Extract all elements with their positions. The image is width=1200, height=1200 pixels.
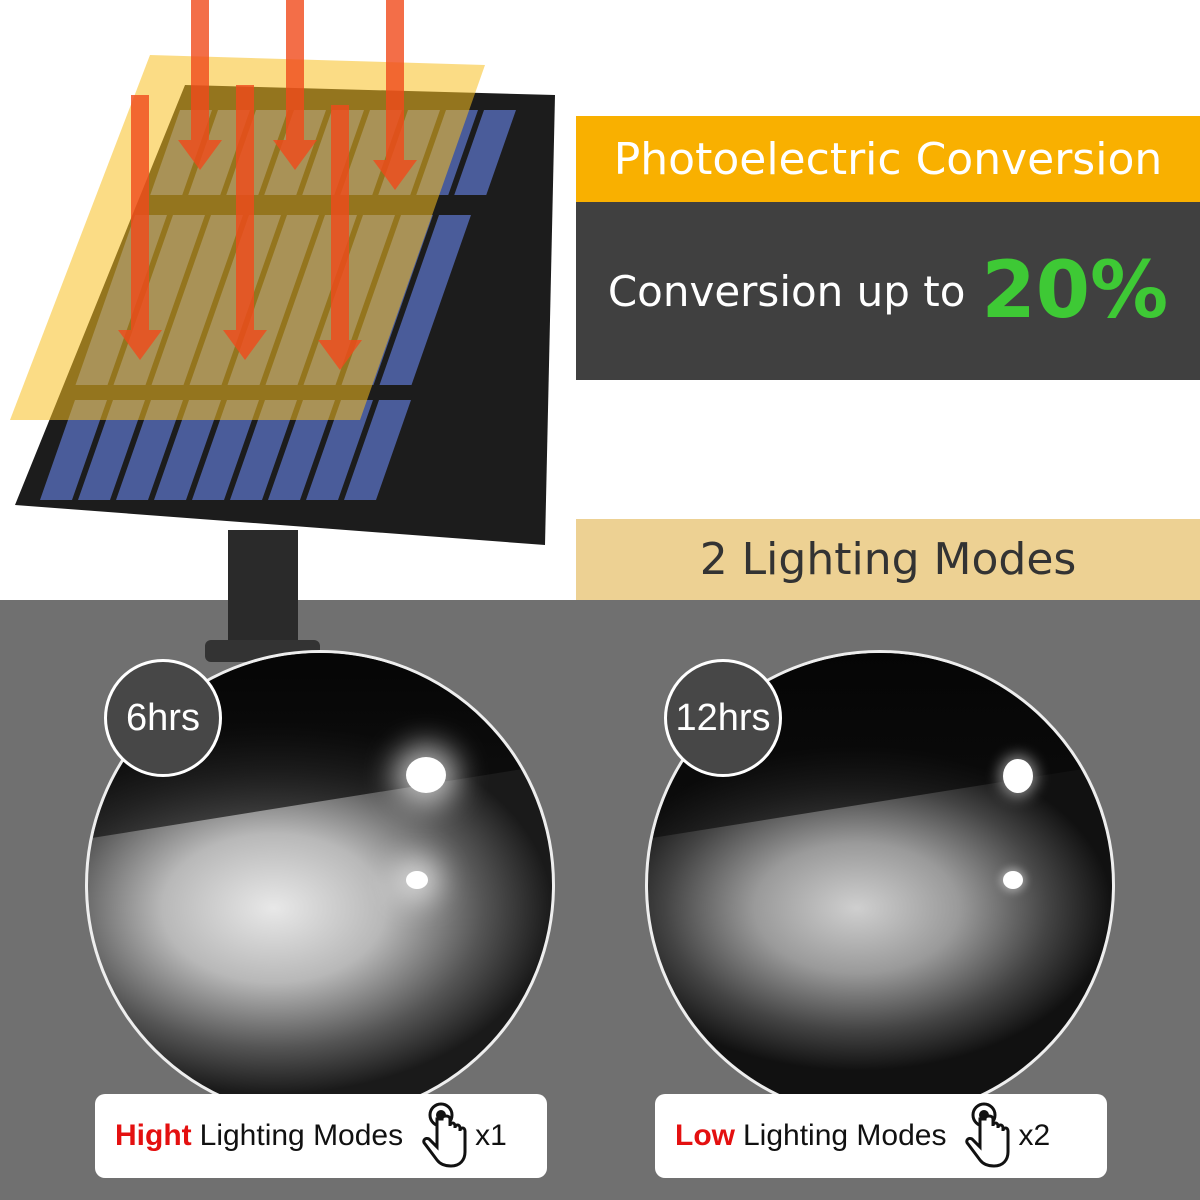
solar-cell bbox=[116, 400, 183, 500]
modes-banner: 2 Lighting Modes bbox=[576, 519, 1200, 600]
duration-badge-high: 6hrs bbox=[104, 659, 222, 777]
banner-title: Photoelectric Conversion bbox=[613, 133, 1163, 185]
conversion-text: Conversion up to bbox=[607, 266, 966, 316]
solar-cell bbox=[306, 400, 373, 500]
conversion-banner: Conversion up to 20% bbox=[576, 202, 1200, 380]
sunlight-arrow bbox=[318, 105, 362, 370]
mode-label: Lighting Modes bbox=[743, 1119, 947, 1152]
solar-cell bbox=[230, 400, 297, 500]
lamp-light bbox=[406, 757, 446, 793]
duration-badge-low: 12hrs bbox=[664, 659, 782, 777]
solar-cell bbox=[344, 400, 411, 500]
low-mode-label: Low Lighting Modes x2 bbox=[655, 1094, 1107, 1178]
sunlight-arrow bbox=[118, 95, 162, 360]
tap-hand-icon bbox=[422, 1102, 467, 1168]
lamp-reflection bbox=[1003, 871, 1023, 889]
sunlight-arrow bbox=[223, 85, 267, 360]
sunlight-arrow bbox=[373, 0, 417, 190]
tap-count: x2 bbox=[1018, 1119, 1051, 1152]
sunlight-arrow bbox=[178, 0, 222, 170]
photoelectric-banner: Photoelectric Conversion bbox=[576, 116, 1200, 202]
solar-cell bbox=[454, 110, 516, 195]
high-mode-label: Hight Lighting Modes x1 bbox=[95, 1094, 547, 1178]
conversion-value: 20% bbox=[981, 246, 1169, 336]
sunlight-arrow bbox=[273, 0, 317, 170]
solar-cell bbox=[379, 215, 471, 385]
mode-level: Low bbox=[675, 1119, 735, 1152]
tap-hand-icon bbox=[965, 1102, 1010, 1168]
mode-label: Lighting Modes bbox=[199, 1119, 404, 1152]
solar-panel-illustration bbox=[10, 0, 555, 662]
tap-count: x1 bbox=[475, 1119, 507, 1152]
solar-cell bbox=[192, 400, 259, 500]
modes-title: 2 Lighting Modes bbox=[699, 534, 1077, 585]
solar-cell bbox=[268, 400, 335, 500]
solar-cell bbox=[78, 400, 145, 500]
mode-level: Hight bbox=[115, 1119, 192, 1152]
solar-cell bbox=[154, 400, 221, 500]
lamp-reflection bbox=[406, 871, 428, 889]
lamp-light bbox=[1003, 759, 1033, 793]
solar-cell bbox=[40, 400, 107, 500]
